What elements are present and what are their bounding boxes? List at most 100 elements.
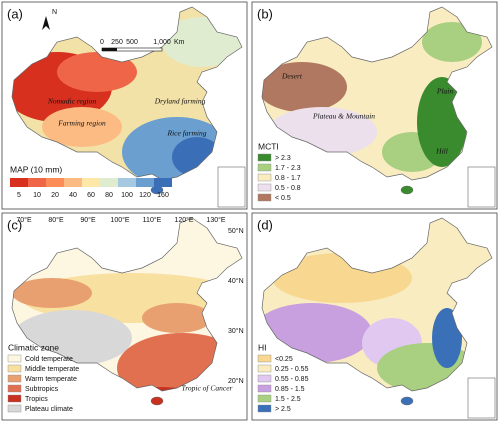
map-zone bbox=[42, 107, 122, 147]
map-outline bbox=[261, 217, 493, 392]
region-label: Plain bbox=[436, 87, 453, 96]
region-label: Rice farming bbox=[167, 129, 207, 138]
longitude-label: 80°E bbox=[48, 216, 64, 224]
legend-label: 20 bbox=[51, 192, 59, 199]
region-label: Plateau & Mountain bbox=[312, 112, 375, 121]
legend-swatch bbox=[7, 354, 22, 363]
map-zone bbox=[262, 62, 347, 112]
legend-swatch bbox=[257, 384, 272, 393]
latitude-label: 50°N bbox=[228, 227, 244, 235]
map-outline bbox=[11, 217, 243, 392]
longitude-label: 90°E bbox=[80, 216, 96, 224]
panel: (a) Nomadic region Dryland farming Farming … bbox=[1, 1, 248, 210]
latitude-label: 20°N bbox=[228, 377, 244, 385]
map-outline bbox=[11, 6, 243, 181]
legend-swatch bbox=[28, 178, 46, 187]
legend-label: < 0.5 bbox=[275, 195, 291, 202]
legend-swatch bbox=[64, 178, 82, 187]
legend-label: Plateau climate bbox=[25, 406, 73, 413]
legend-label: 100 bbox=[121, 192, 133, 199]
south-china-sea-inset bbox=[467, 377, 496, 419]
legend-swatch bbox=[257, 163, 272, 172]
region-label: Hill bbox=[435, 147, 448, 156]
panel: (b) Desert Plateau & Mountain Plain Hill MCTI… bbox=[251, 1, 498, 210]
legend-label: Tropics bbox=[25, 396, 48, 403]
longitude-label: 70°E bbox=[16, 216, 32, 224]
region-label: Dryland farming bbox=[154, 97, 206, 106]
legend-swatch bbox=[7, 384, 22, 393]
legend-swatch bbox=[118, 178, 136, 187]
map-outline bbox=[261, 6, 493, 181]
legend-title: MAP (10 mm) bbox=[10, 164, 62, 174]
legend-swatch bbox=[46, 178, 64, 187]
scale-label: 1,000 bbox=[153, 39, 171, 46]
panel-label: (b) bbox=[257, 6, 273, 21]
legend-swatch bbox=[136, 178, 154, 187]
north-label: N bbox=[52, 9, 57, 16]
south-china-sea-inset bbox=[467, 166, 496, 208]
legend-swatch bbox=[257, 374, 272, 383]
legend-label: 60 bbox=[87, 192, 95, 199]
legend-swatch bbox=[257, 183, 272, 192]
panel-label: (a) bbox=[7, 6, 23, 21]
legend-label: 80 bbox=[105, 192, 113, 199]
south-china-sea-inset bbox=[217, 166, 246, 208]
panel-label: (c) bbox=[7, 217, 22, 232]
legend-label: Middle temperate bbox=[25, 366, 79, 373]
legend-label: <0.25 bbox=[275, 356, 293, 363]
latitude-label: 40°N bbox=[228, 277, 244, 285]
legend-label: 120 bbox=[139, 192, 151, 199]
north-arrow bbox=[42, 16, 50, 30]
hainan-island bbox=[400, 396, 414, 406]
longitude-label: 120°E bbox=[174, 216, 193, 224]
legend-swatch bbox=[257, 364, 272, 373]
legend-swatch bbox=[257, 354, 272, 363]
legend-label: Warm temperate bbox=[25, 376, 77, 383]
legend-swatch bbox=[10, 178, 28, 187]
map-zone bbox=[12, 278, 92, 308]
region-label: Desert bbox=[281, 72, 303, 81]
legend-label: 0.85 - 1.5 bbox=[275, 386, 305, 393]
longitude-label: 130°E bbox=[206, 216, 225, 224]
legend-swatch bbox=[7, 364, 22, 373]
legend-title: Climatic zone bbox=[8, 342, 59, 352]
map-zone bbox=[57, 52, 137, 92]
legend-label: 10 bbox=[33, 192, 41, 199]
legend-label: 0.8 - 1.7 bbox=[275, 175, 301, 182]
legend-label: > 2.5 bbox=[275, 406, 291, 413]
legend-swatch bbox=[100, 178, 118, 187]
region-label: Farming region bbox=[57, 119, 106, 128]
hainan-island bbox=[150, 396, 164, 406]
legend-swatch bbox=[257, 173, 272, 182]
map-zone bbox=[142, 303, 212, 333]
latitude-label: 30°N bbox=[228, 327, 244, 335]
hainan-island bbox=[400, 185, 414, 195]
legend-label: 0.25 - 0.55 bbox=[275, 366, 309, 373]
legend-label: > 2.3 bbox=[275, 155, 291, 162]
legend-label: Subtropics bbox=[25, 386, 59, 393]
scale-label: Km bbox=[174, 39, 185, 46]
legend-swatch bbox=[257, 394, 272, 403]
scale-label: 0 bbox=[100, 39, 104, 46]
legend-swatch bbox=[257, 193, 272, 202]
legend-label: 40 bbox=[69, 192, 77, 199]
longitude-label: 110°E bbox=[143, 216, 162, 224]
legend-title: HI bbox=[258, 342, 267, 352]
longitude-label: 100°E bbox=[110, 216, 129, 224]
legend-swatch bbox=[82, 178, 100, 187]
legend-label: 0.55 - 0.85 bbox=[275, 376, 309, 383]
scale-bar bbox=[102, 48, 117, 51]
map-zone bbox=[432, 308, 462, 368]
legend-label: 160 bbox=[157, 192, 169, 199]
legend-label: Cold temperate bbox=[25, 356, 73, 363]
panel: (d) HI <0.25 0.25 - 0.55 0.55 - 0.85 0.85 - 1… bbox=[251, 212, 498, 421]
panel-label: (d) bbox=[257, 217, 273, 232]
region-label: Nomadic region bbox=[47, 97, 97, 106]
legend-label: 1.5 - 2.5 bbox=[275, 396, 301, 403]
legend-title: MCTI bbox=[258, 141, 279, 151]
legend-label: 5 bbox=[17, 192, 21, 199]
legend-swatch bbox=[257, 404, 272, 413]
legend-swatch bbox=[154, 178, 172, 187]
legend-swatch bbox=[7, 394, 22, 403]
